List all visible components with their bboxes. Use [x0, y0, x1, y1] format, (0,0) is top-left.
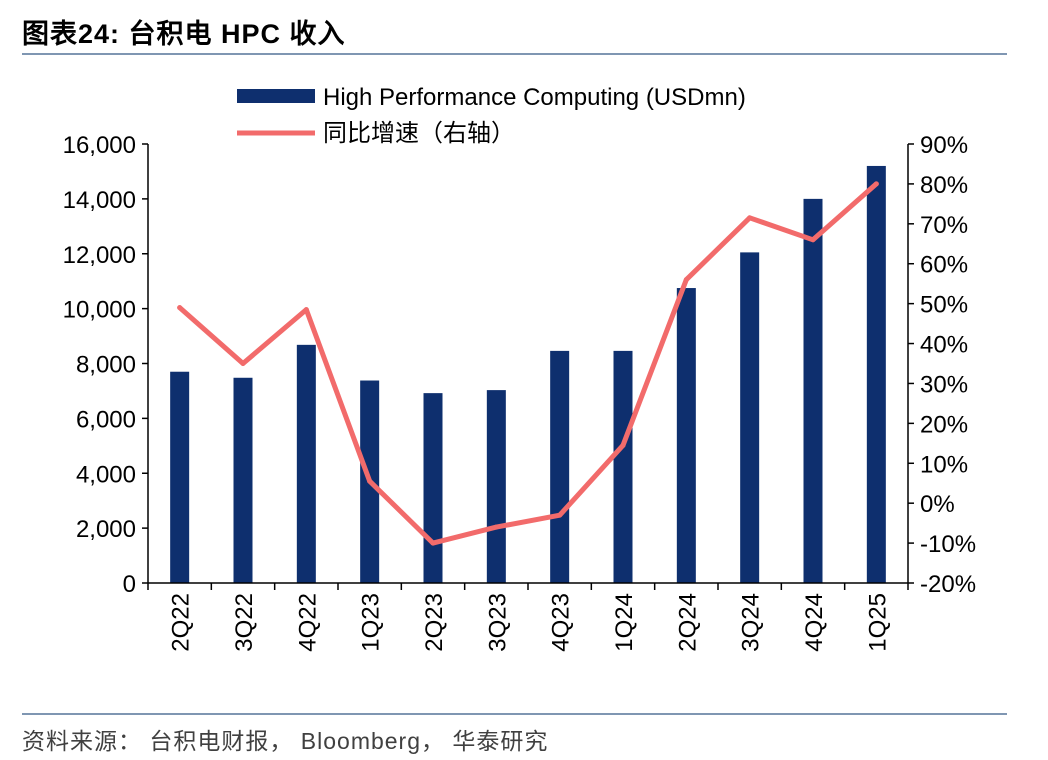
left-tick-label: 14,000: [63, 187, 136, 214]
bar-1Q24: [613, 350, 633, 583]
x-tick-label-4Q23: 4Q23: [548, 593, 575, 652]
left-tick-label: 12,000: [63, 242, 136, 269]
line-point-2Q24: [683, 277, 689, 283]
right-tick-label: 40%: [920, 332, 968, 359]
line-point-3Q24: [747, 215, 753, 221]
x-tick-label-1Q24: 1Q24: [611, 593, 638, 652]
x-tick-label-1Q25: 1Q25: [864, 593, 891, 652]
x-tick-label-2Q22: 2Q22: [168, 593, 195, 652]
left-tick-label: 0: [123, 571, 136, 598]
bar-4Q22: [296, 344, 316, 583]
source-note: 资料来源： 台积电财报， Bloomberg， 华泰研究: [22, 728, 549, 754]
right-tick-label: 30%: [920, 371, 968, 398]
right-tick-label: 10%: [920, 451, 968, 478]
right-tick-label: -20%: [920, 571, 976, 598]
line-point-1Q23: [367, 478, 373, 484]
right-tick-label: 80%: [920, 172, 968, 199]
bar-2Q24: [676, 288, 696, 583]
figure-title: 图表24: 台积电 HPC 收入: [22, 19, 346, 49]
right-tick-label: 70%: [920, 212, 968, 239]
legend-bar-swatch: [237, 89, 315, 103]
legend: High Performance Computing (USDmn) 同比增速（…: [237, 84, 746, 147]
left-tick-label: 4,000: [76, 461, 136, 488]
left-tick-label: 10,000: [63, 297, 136, 324]
line-point-2Q22: [177, 305, 183, 311]
x-tick-label-3Q22: 3Q22: [231, 593, 258, 652]
x-tick-label-1Q23: 1Q23: [358, 593, 385, 652]
left-tick-label: 2,000: [76, 516, 136, 543]
line-point-4Q23: [557, 512, 563, 518]
left-tick-label: 6,000: [76, 406, 136, 433]
bottom-rule: [22, 713, 1007, 715]
top-rule: [22, 53, 1007, 55]
line-point-1Q25: [873, 181, 879, 187]
legend-bar-label: High Performance Computing (USDmn): [323, 84, 746, 111]
bar-2Q23: [423, 393, 443, 583]
bar-3Q23: [486, 390, 506, 583]
bar-1Q25: [866, 165, 886, 583]
line-point-3Q23: [493, 524, 499, 530]
yoy-growth-line: [177, 181, 879, 546]
chart: High Performance Computing (USDmn) 同比增速（…: [63, 84, 976, 652]
bar-3Q22: [233, 377, 253, 583]
right-tick-label: 60%: [920, 252, 968, 279]
left-tick-label: 8,000: [76, 352, 136, 379]
x-tick-label-4Q24: 4Q24: [801, 593, 828, 652]
right-tick-label: 0%: [920, 491, 955, 518]
x-tick-label-2Q23: 2Q23: [421, 593, 448, 652]
x-tick-label-2Q24: 2Q24: [674, 593, 701, 652]
legend-line-label: 同比增速（右轴）: [323, 120, 515, 147]
right-tick-label: -10%: [920, 531, 976, 558]
line-point-1Q24: [620, 442, 626, 448]
left-tick-label: 16,000: [63, 132, 136, 159]
x-tick-label-3Q24: 3Q24: [738, 593, 765, 652]
plot-area: 0 2,000 4,000 6,000 8,000 10,000 12,000 14,000 1…: [63, 132, 976, 652]
line-point-4Q24: [810, 237, 816, 243]
x-tick-label-3Q23: 3Q23: [484, 593, 511, 652]
bar-4Q24: [803, 198, 823, 583]
right-tick-label: 90%: [920, 132, 968, 159]
line-point-2Q23: [430, 540, 436, 546]
bar-3Q24: [740, 252, 760, 584]
bar-2Q22: [170, 371, 190, 583]
line-point-3Q22: [240, 361, 246, 366]
x-tick-label-4Q22: 4Q22: [294, 593, 321, 652]
line-point-4Q22: [303, 307, 309, 313]
bar-4Q23: [550, 350, 570, 583]
right-tick-label: 50%: [920, 292, 968, 319]
right-tick-label: 20%: [920, 411, 968, 438]
